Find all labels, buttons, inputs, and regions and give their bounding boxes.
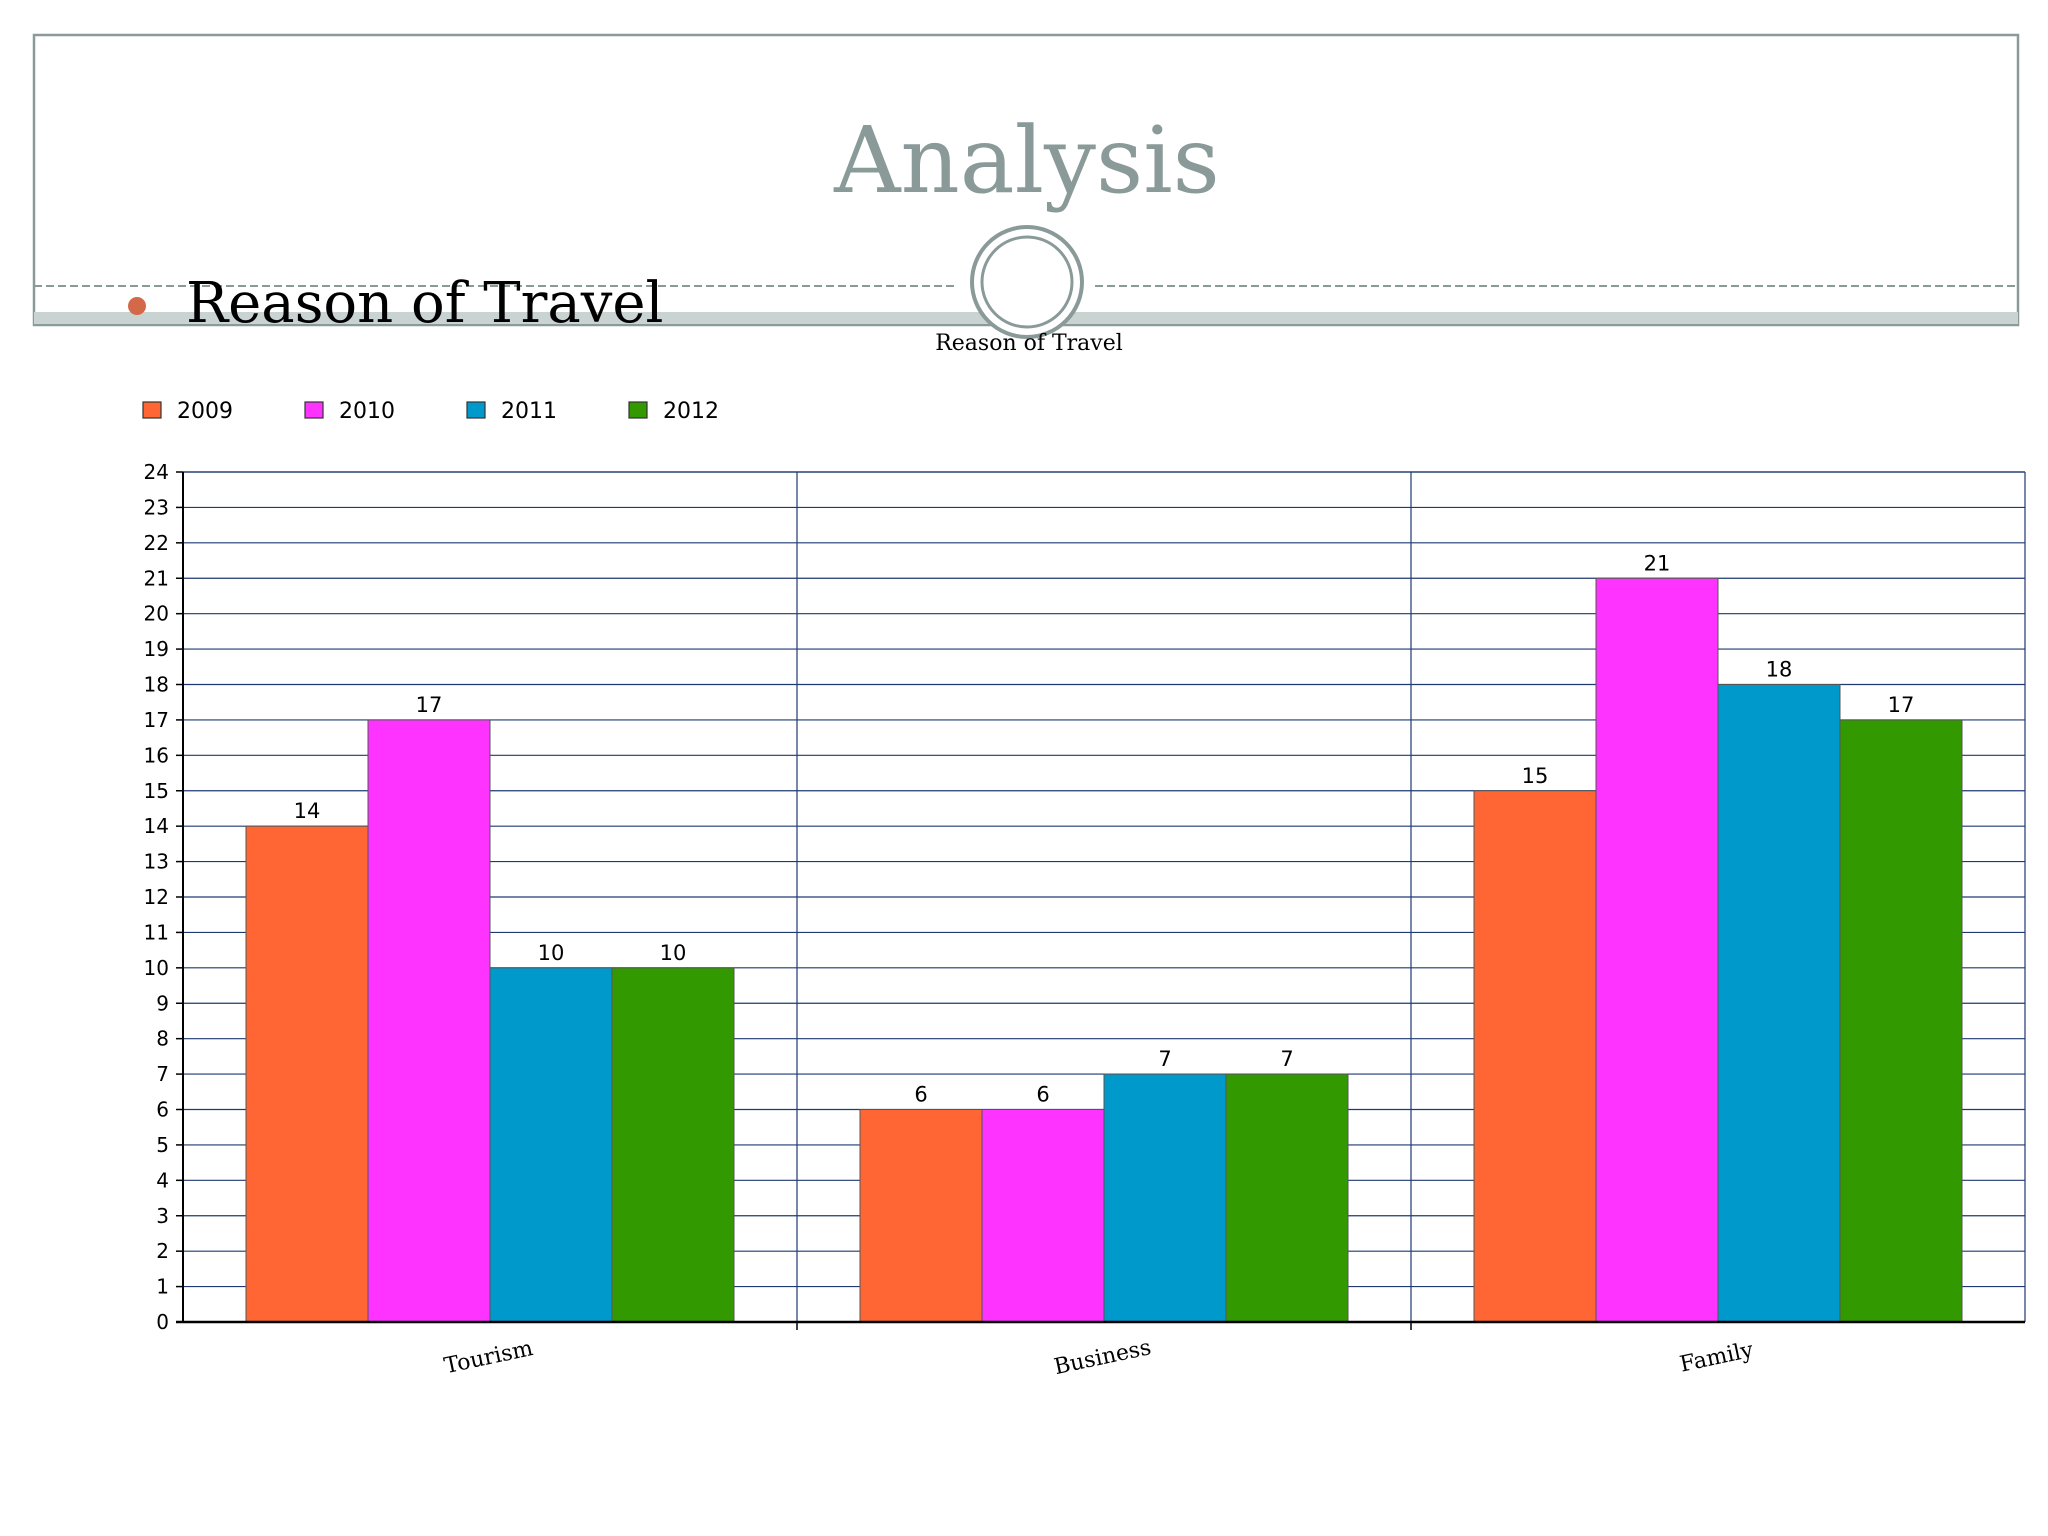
data-label: 6 — [914, 1083, 927, 1107]
y-tick-label: 17 — [144, 708, 169, 732]
legend-label-2012: 2012 — [663, 399, 719, 424]
y-tick-label: 16 — [144, 743, 169, 767]
chart-title: Reason of Travel — [935, 331, 1123, 356]
data-label: 14 — [294, 799, 321, 823]
bar-family-2011 — [1717, 684, 1841, 1323]
bar-business-2009 — [859, 1109, 983, 1323]
data-label: 17 — [1888, 693, 1915, 717]
legend-label-2009: 2009 — [177, 399, 233, 424]
y-tick-label: 9 — [156, 991, 169, 1015]
y-tick-label: 15 — [144, 779, 169, 803]
y-tick-label: 5 — [156, 1133, 169, 1157]
y-tick-label: 1 — [156, 1275, 169, 1299]
chart-legend: 2009 2010 2011 2012 — [142, 399, 719, 424]
y-tick-label: 11 — [144, 920, 169, 944]
data-label: 18 — [1766, 658, 1793, 682]
bar-business-2010 — [981, 1109, 1105, 1323]
bar-tourism-2012 — [611, 967, 735, 1323]
x-tick-label: Tourism — [442, 1336, 535, 1379]
y-tick-label: 22 — [144, 531, 169, 555]
data-label: 7 — [1158, 1047, 1171, 1071]
bar-tourism-2010 — [367, 719, 491, 1323]
plot-area: 0123456789101112131415161718192021222324… — [144, 460, 2026, 1380]
bar-tourism-2011 — [489, 967, 613, 1323]
data-label: 10 — [538, 941, 565, 965]
legend-label-2011: 2011 — [501, 399, 557, 424]
slide-title: Analysis — [833, 107, 1220, 214]
bar-tourism-2009 — [245, 825, 369, 1323]
legend-swatch-2010 — [304, 401, 324, 419]
bar-family-2010 — [1595, 577, 1719, 1323]
legend-label-2010: 2010 — [339, 399, 395, 424]
y-tick-label: 20 — [144, 602, 169, 626]
data-label: 6 — [1036, 1083, 1049, 1107]
bar-family-2012 — [1839, 719, 1963, 1323]
legend-swatch-2011 — [466, 401, 486, 419]
y-tick-label: 18 — [144, 673, 169, 697]
data-label: 17 — [416, 693, 443, 717]
y-tick-label: 12 — [144, 885, 169, 909]
x-tick-label: Business — [1052, 1335, 1153, 1380]
legend-swatch-2009 — [142, 401, 162, 419]
bullet-dot — [128, 297, 146, 315]
bar-chart: Reason of Travel 2009 2010 2011 2012 012345… — [142, 331, 2026, 1380]
bullet-text: Reason of Travel — [186, 271, 663, 336]
y-tick-label: 4 — [156, 1168, 169, 1192]
y-tick-label: 10 — [144, 956, 169, 980]
y-tick-label: 6 — [156, 1098, 169, 1122]
data-label: 15 — [1522, 764, 1549, 788]
y-tick-label: 14 — [144, 814, 169, 838]
data-label: 10 — [660, 941, 687, 965]
bar-business-2012 — [1225, 1073, 1349, 1323]
y-tick-label: 23 — [144, 495, 169, 519]
y-tick-label: 21 — [144, 566, 169, 590]
y-tick-label: 19 — [144, 637, 169, 661]
x-tick-label: Family — [1678, 1338, 1756, 1378]
y-tick-label: 3 — [156, 1204, 169, 1228]
y-tick-label: 7 — [156, 1062, 169, 1086]
bar-family-2009 — [1473, 790, 1597, 1323]
y-tick-label: 8 — [156, 1027, 169, 1051]
y-tick-label: 24 — [144, 460, 169, 484]
title-ring-inner — [980, 235, 1074, 329]
bar-business-2011 — [1103, 1073, 1227, 1323]
legend-swatch-2012 — [628, 401, 648, 419]
data-label: 7 — [1280, 1047, 1293, 1071]
y-tick-label: 13 — [144, 850, 169, 874]
y-tick-label: 0 — [156, 1310, 169, 1334]
y-tick-label: 2 — [156, 1239, 169, 1263]
data-label: 21 — [1644, 551, 1671, 575]
